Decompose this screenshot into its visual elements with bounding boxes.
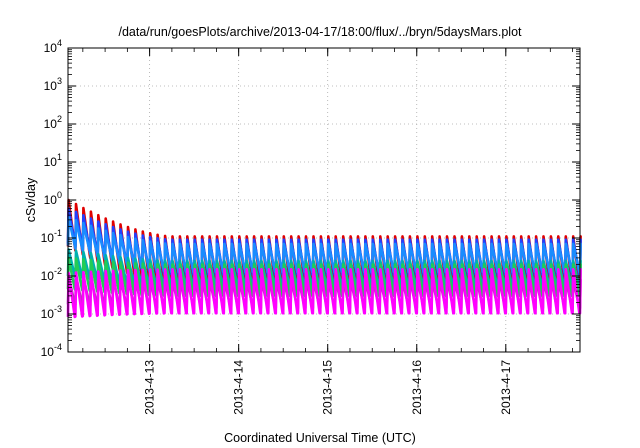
x-tick-label: 2013-4-15	[321, 360, 335, 415]
y-tick-label: 102	[44, 114, 62, 131]
y-tick-label: 10-2	[41, 266, 62, 283]
y-axis: 10-4 10-3 10-2 10-1 100 101 102 103 104	[41, 38, 580, 359]
x-tick-label: 2013-4-17	[499, 360, 513, 415]
y-axis-label: cSv/day	[24, 177, 38, 222]
y-tick-label: 100	[44, 190, 62, 207]
y-tick-label: 10-4	[41, 342, 62, 359]
y-tick-label: 103	[44, 76, 62, 93]
x-tick-label: 2013-4-16	[410, 360, 424, 415]
x-axis-label: Coordinated Universal Time (UTC)	[224, 431, 416, 445]
y-tick-label: 104	[44, 38, 62, 55]
chart-title: /data/run/goesPlots/archive/2013-04-17/1…	[118, 25, 522, 39]
x-tick-label: 2013-4-13	[143, 360, 157, 415]
series-group	[66, 198, 582, 319]
y-tick-label: 10-1	[41, 228, 62, 245]
y-tick-label: 10-3	[41, 304, 62, 321]
x-tick-label: 2013-4-14	[232, 360, 246, 415]
series-line	[66, 267, 582, 319]
x-axis: 2013-4-13 2013-4-14 2013-4-15 2013-4-16 2013…	[82, 48, 573, 415]
y-tick-label: 101	[44, 152, 62, 169]
